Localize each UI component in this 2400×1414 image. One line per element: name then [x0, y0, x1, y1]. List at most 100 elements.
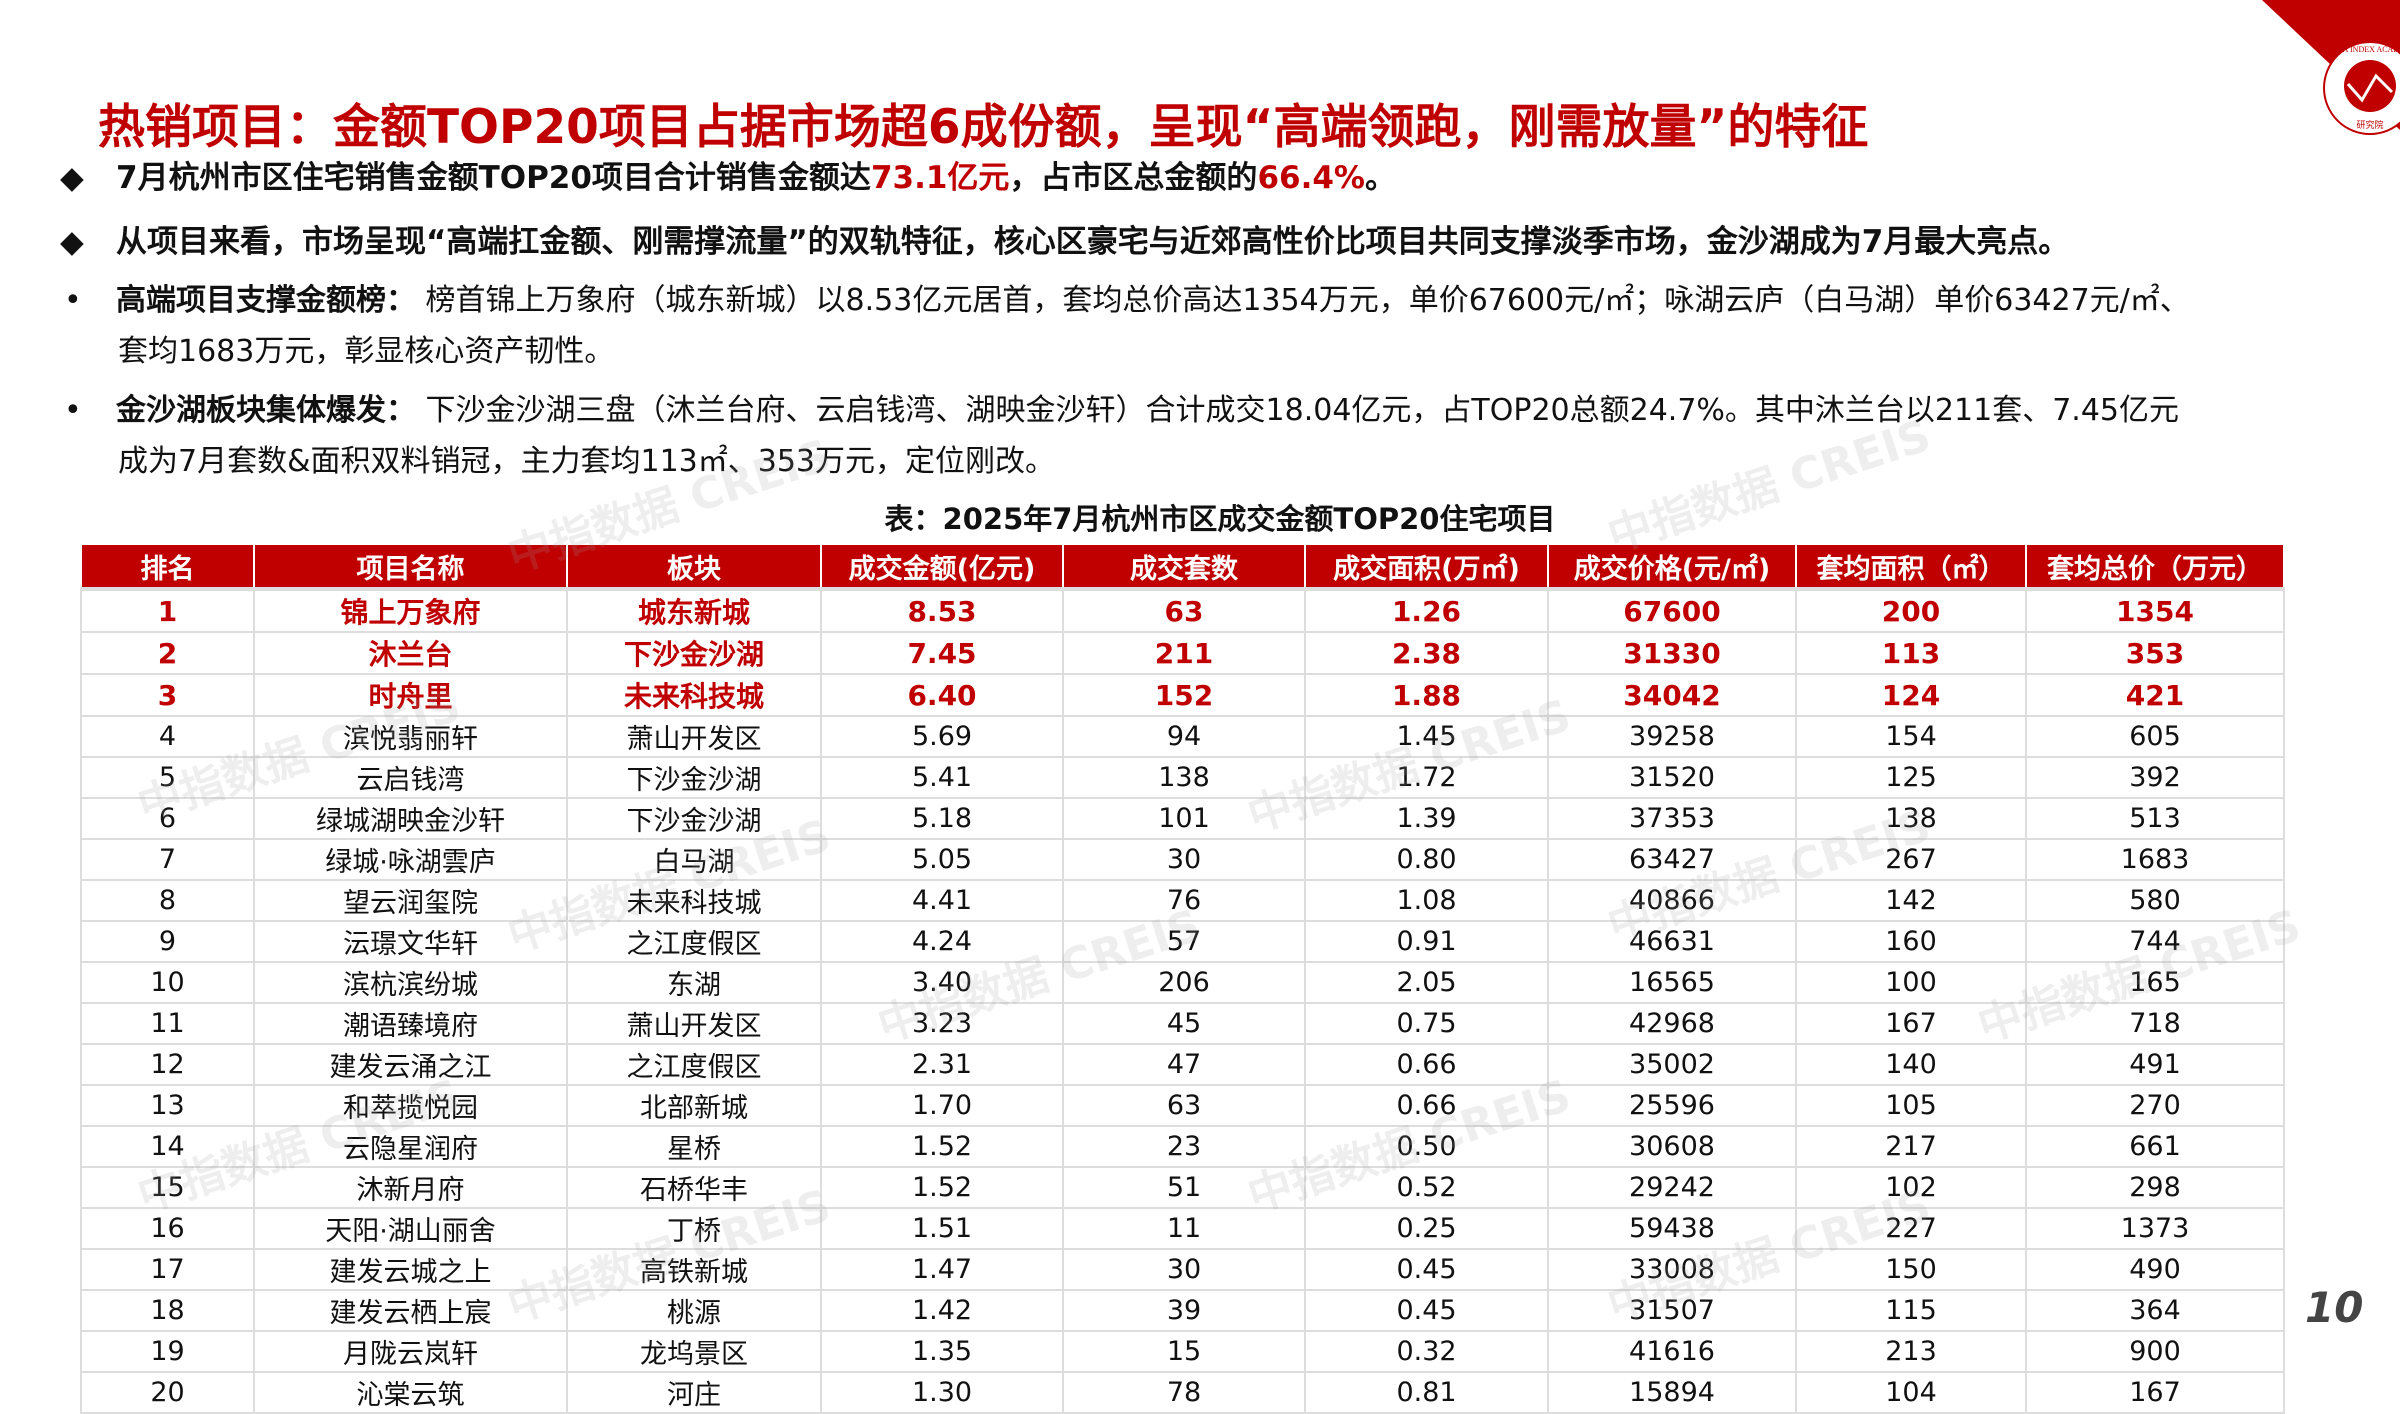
top20-table: 排名 项目名称 板块 成交金额(亿元) 成交套数 成交面积(万㎡) 成交价格(元/㎡) 套均面… [80, 543, 2285, 1414]
table-cell: 39 [1062, 1289, 1306, 1332]
table-cell: 1.30 [820, 1371, 1064, 1414]
table-cell: 望云润玺院 [253, 879, 568, 922]
page-number: 10 [2305, 1283, 2364, 1332]
table-cell: 建发云栖上宸 [253, 1289, 568, 1332]
table-cell: 76 [1062, 879, 1306, 922]
table-cell: 15894 [1547, 1371, 1797, 1414]
table-cell: 20 [80, 1371, 255, 1414]
table-cell: 和萃揽悦园 [253, 1084, 568, 1127]
table-cell: 沄璟文华轩 [253, 920, 568, 963]
logo-text: CHINA INDEX ACADEMY [2323, 45, 2400, 54]
table-cell: 513 [2025, 797, 2285, 840]
table-cell: 47 [1062, 1043, 1306, 1086]
table-cell: 1.72 [1304, 756, 1549, 799]
table-cell: 5.69 [820, 715, 1064, 758]
table-cell: 18 [80, 1289, 255, 1332]
column-header: 板块 [566, 543, 822, 591]
projects-text: 从项目来看，市场呈现“高端扛金额、刚需撑流量”的双轨特征，核心区豪宅与近郊高性价… [116, 224, 2070, 260]
table-cell: 城东新城 [566, 588, 822, 633]
table-cell: 78 [1062, 1371, 1306, 1414]
table-cell: 142 [1795, 879, 2027, 922]
table-cell: 天阳·湖山丽舍 [253, 1207, 568, 1250]
table-cell: 30608 [1547, 1125, 1797, 1168]
table-cell: 绿城湖映金沙轩 [253, 797, 568, 840]
table-cell: 1.42 [820, 1289, 1064, 1332]
table-cell: 900 [2025, 1330, 2285, 1373]
table-cell: 5.41 [820, 756, 1064, 799]
table-cell: 1.51 [820, 1207, 1064, 1250]
table-cell: 40866 [1547, 879, 1797, 922]
column-header: 套均总价（万元） [2025, 543, 2285, 591]
table-cell: 0.25 [1304, 1207, 1549, 1250]
table-cell: 潮语臻境府 [253, 1002, 568, 1045]
table-cell: 石桥华丰 [566, 1166, 822, 1209]
table-cell: 30 [1062, 1248, 1306, 1291]
table-cell: 7 [80, 838, 255, 881]
table-cell: 云隐星润府 [253, 1125, 568, 1168]
table-cell: 0.45 [1304, 1248, 1549, 1291]
table-cell: 41616 [1547, 1330, 1797, 1373]
table-cell: 42968 [1547, 1002, 1797, 1045]
table-row: 15 沐新月府 石桥华丰 1.52 51 0.52 29242 102 298 [80, 1166, 2285, 1209]
table-cell: 19 [80, 1330, 255, 1373]
table-cell: 661 [2025, 1125, 2285, 1168]
table-cell: 云启钱湾 [253, 756, 568, 799]
table-cell: 5 [80, 756, 255, 799]
share-percent: 66.4% [1257, 160, 1365, 196]
column-header: 成交价格(元/㎡) [1547, 543, 1797, 591]
table-cell: 125 [1795, 756, 2027, 799]
table-cell: 1.47 [820, 1248, 1064, 1291]
table-cell: 绿城·咏湖雲庐 [253, 838, 568, 881]
table-cell: 0.66 [1304, 1084, 1549, 1127]
table-caption: 表：2025年7月杭州市区成交金额TOP20住宅项目 [0, 496, 2400, 538]
table-cell: 34042 [1547, 673, 1797, 717]
table-cell: 213 [1795, 1330, 2027, 1373]
table-cell: 150 [1795, 1248, 2027, 1291]
table-cell: 6.40 [820, 673, 1064, 717]
table-cell: 4.41 [820, 879, 1064, 922]
table-row: 12 建发云涌之江 之江度假区 2.31 47 0.66 35002 140 491 [80, 1043, 2285, 1086]
table-cell: 421 [2025, 673, 2285, 717]
table-cell: 11 [80, 1002, 255, 1045]
table-cell: 580 [2025, 879, 2285, 922]
table-cell: 1.70 [820, 1084, 1064, 1127]
table-cell: 3.40 [820, 961, 1064, 1004]
table-cell: 1.35 [820, 1330, 1064, 1373]
table-cell: 之江度假区 [566, 1043, 822, 1086]
table-row: 14 云隐星润府 星桥 1.52 23 0.50 30608 217 661 [80, 1125, 2285, 1168]
table-cell: 白马湖 [566, 838, 822, 881]
table-cell: 100 [1795, 961, 2027, 1004]
table-row: 1 锦上万象府 城东新城 8.53 63 1.26 67600 200 1354 [80, 588, 2285, 633]
table-cell: 未来科技城 [566, 673, 822, 717]
table-cell: 63 [1062, 1084, 1306, 1127]
table-cell: 113 [1795, 631, 2027, 675]
table-cell: 605 [2025, 715, 2285, 758]
table-cell: 102 [1795, 1166, 2027, 1209]
table-cell: 建发云涌之江 [253, 1043, 568, 1086]
table-cell: 1.88 [1304, 673, 1549, 717]
bullet-high-end: • 高端项目支撑金额榜： 榜首锦上万象府（城东新城）以8.53亿元居首，套均总价高… [60, 275, 2190, 319]
table-cell: 3 [80, 673, 255, 717]
table-row: 9 沄璟文华轩 之江度假区 4.24 57 0.91 46631 160 744 [80, 920, 2285, 963]
table-cell: 滨悦翡丽轩 [253, 715, 568, 758]
jinshahu-label: 金沙湖板块集体爆发： [116, 393, 416, 428]
table-cell: 35002 [1547, 1043, 1797, 1086]
table-cell: 10 [80, 961, 255, 1004]
table-cell: 0.50 [1304, 1125, 1549, 1168]
china-index-academy-logo: CHINA INDEX ACADEMY 研究院 [2262, 0, 2400, 135]
table-cell: 高铁新城 [566, 1248, 822, 1291]
logo-bottom-text: 研究院 [2356, 119, 2383, 131]
table-cell: 沐新月府 [253, 1166, 568, 1209]
table-cell: 萧山开发区 [566, 1002, 822, 1045]
summary-text: 7月杭州市区住宅销售金额TOP20项目合计销售金额达 [116, 160, 871, 196]
summary-end: 。 [1364, 160, 1396, 196]
table-cell: 718 [2025, 1002, 2285, 1045]
table-cell: 167 [1795, 1002, 2027, 1045]
table-cell: 270 [2025, 1084, 2285, 1127]
table-cell: 45 [1062, 1002, 1306, 1045]
table-cell: 105 [1795, 1084, 2027, 1127]
table-cell: 1354 [2025, 588, 2285, 633]
table-cell: 101 [1062, 797, 1306, 840]
column-header: 排名 [80, 543, 255, 591]
table-cell: 1.08 [1304, 879, 1549, 922]
